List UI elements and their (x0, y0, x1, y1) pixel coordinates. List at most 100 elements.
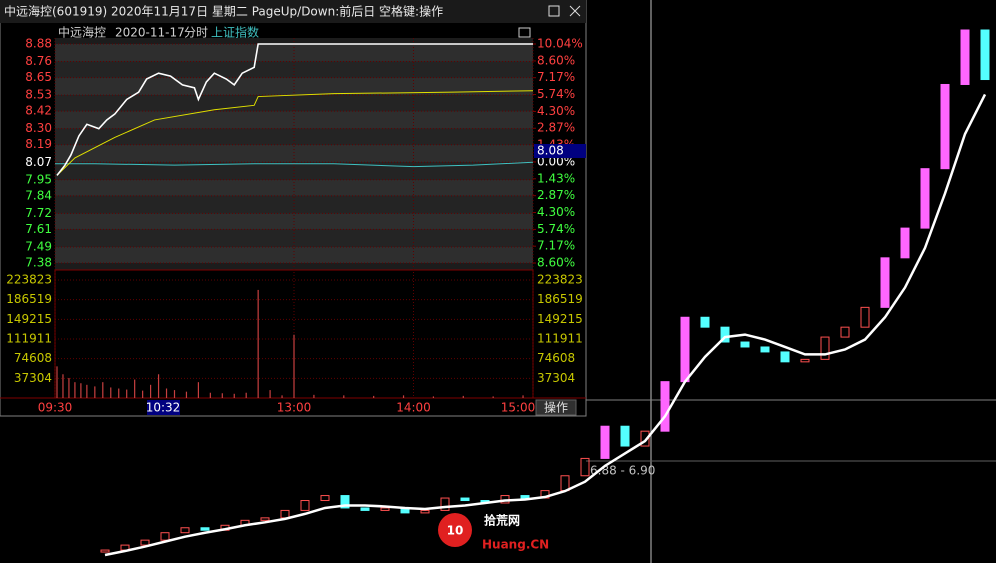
volume-tick-label-right: 186519 (537, 292, 583, 306)
y2-tick-label: 4.30% (537, 205, 575, 219)
volume-bar (245, 392, 247, 398)
y2-tick-label: 7.17% (537, 70, 575, 84)
volume-bar (221, 393, 223, 398)
y2-tick-label: 8.60% (537, 256, 575, 270)
popup-window: 中远海控(601919) 2020年11月17日 星期二 PageUp/Down… (0, 0, 587, 417)
index-name: 上证指数 (211, 25, 259, 40)
candle (440, 497, 450, 511)
volume-bar (257, 289, 259, 398)
candle (180, 527, 190, 534)
operate-button[interactable] (535, 399, 577, 416)
crosshair-price: 8.08 (537, 144, 564, 158)
volume-bar (74, 382, 76, 398)
volume-bar (522, 395, 524, 398)
close-button[interactable] (569, 5, 581, 17)
moving-average (104, 93, 987, 557)
candle (640, 430, 650, 447)
candle (580, 457, 590, 477)
date: 2020-11-17 (115, 26, 185, 40)
volume-tick-label-right: 37304 (537, 371, 575, 385)
operate-label[interactable]: 操作 (544, 400, 568, 415)
volume-bar (94, 386, 96, 398)
y-tick-label: 8.30 (25, 121, 52, 135)
candle (380, 507, 390, 511)
index-line (55, 161, 534, 168)
candle (280, 509, 290, 519)
settings-icon[interactable] (518, 27, 531, 38)
price-band (55, 229, 533, 247)
volume-bar (86, 384, 88, 398)
candle (340, 495, 350, 509)
y-tick-label: 8.76 (25, 54, 52, 68)
volume-bar (313, 394, 315, 398)
y-tick-label: 7.84 (25, 188, 52, 202)
candle (700, 316, 710, 328)
x-tick-label: 15:00 (501, 401, 536, 415)
volume-tick-label-right: 149215 (537, 312, 583, 326)
volume-bar (293, 334, 295, 398)
price-band (55, 61, 533, 78)
crosshair-price-box (534, 144, 586, 158)
x-tick-label: 09:30 (38, 401, 73, 415)
volume-bar (102, 382, 104, 398)
candle (840, 326, 850, 338)
volume-bar (233, 393, 235, 398)
volume-tick-label: 37304 (14, 371, 52, 385)
y2-tick-label: 8.60% (537, 53, 575, 67)
y-tick-label: 7.38 (25, 256, 52, 270)
candle (160, 532, 170, 541)
candle (680, 316, 690, 383)
volume-bar (110, 387, 112, 398)
candle (520, 495, 530, 499)
y-tick-label: 7.95 (25, 172, 52, 186)
watermark-logo (438, 513, 472, 547)
crosshair-time-box (147, 400, 180, 415)
candle (920, 168, 930, 229)
volume-bar (150, 384, 152, 398)
volume-bar (165, 388, 168, 398)
range-annotation: 6.88 - 6.90 (590, 464, 655, 478)
volume-bar (56, 366, 58, 398)
candle (420, 509, 430, 514)
volume-bar (80, 383, 82, 398)
price-line (56, 43, 533, 176)
volume-bar (118, 388, 120, 398)
y2-tick-label: 1.43% (537, 171, 575, 185)
price-band (55, 195, 533, 214)
x-tick-label: 14:00 (396, 401, 431, 415)
y2-tick-label: 4.30% (537, 104, 575, 118)
volume-bar (462, 395, 464, 398)
candle (900, 227, 910, 259)
volume-tick-label: 223823 (6, 273, 52, 287)
candle (980, 29, 990, 81)
volume-tick-label-right: 74608 (537, 351, 575, 365)
candle (320, 495, 330, 502)
candle (880, 257, 890, 308)
candle (740, 341, 750, 348)
candle (200, 527, 210, 531)
candle (560, 475, 570, 492)
candle (860, 306, 870, 328)
mode: 分时 (184, 26, 208, 40)
title-bar (0, 0, 586, 23)
volume-bar (281, 395, 283, 398)
volume-bar (373, 395, 375, 398)
candle (260, 517, 270, 521)
candle (820, 336, 830, 360)
volume-bar (209, 392, 211, 398)
candle (760, 346, 770, 353)
crosshair-time: 10:32 (146, 401, 181, 415)
watermark-number: 10 (447, 524, 464, 538)
price-band (55, 95, 533, 112)
volume-tick-label: 111911 (6, 332, 52, 346)
watermark-site: Huang.CN (482, 538, 549, 552)
maximize-button[interactable] (548, 5, 560, 17)
y-tick-label: 8.42 (25, 104, 52, 118)
volume-tick-label-right: 111911 (537, 332, 583, 346)
y-tick-label: 7.49 (25, 239, 52, 253)
candle (360, 507, 370, 511)
y-tick-label: 7.72 (25, 206, 52, 220)
y-tick-label: 8.07 (25, 155, 52, 169)
volume-bar (157, 374, 160, 398)
